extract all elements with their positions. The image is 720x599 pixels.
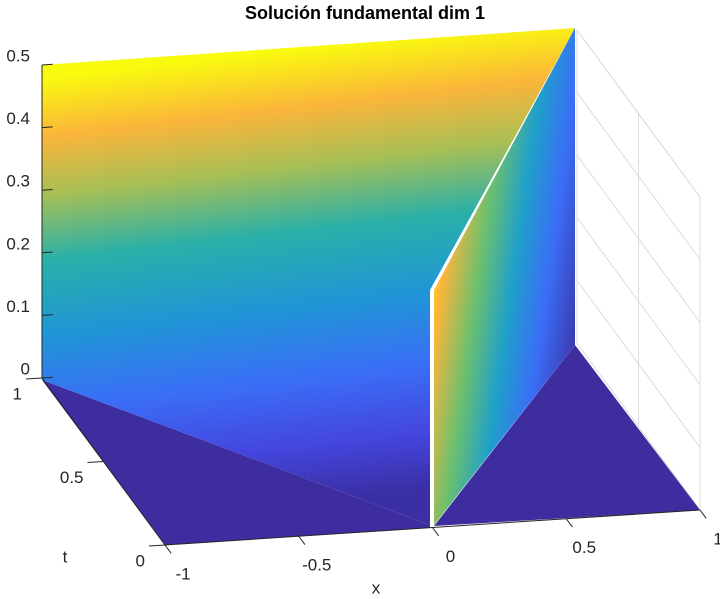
y-axis-label: t xyxy=(63,547,68,566)
x-tick-label: 0.5 xyxy=(572,538,596,557)
z-tick xyxy=(41,126,53,129)
z-tick xyxy=(41,376,53,379)
surface-face xyxy=(434,28,575,525)
y-tick-label: 0 xyxy=(136,551,145,570)
surface-floor xyxy=(42,380,430,545)
x-tick xyxy=(164,544,172,554)
y-tick-label: 1 xyxy=(13,384,22,403)
z-tick-label: 0.3 xyxy=(6,172,30,191)
chart-title: Solución fundamental dim 1 xyxy=(245,3,485,23)
y-tick xyxy=(87,461,104,464)
surface-floor xyxy=(434,345,700,526)
y-tick xyxy=(25,377,43,380)
axes: -1 -0.5 0 0.5 1 0 0.5 1 0 0.1 0.2 0.3 0.4 0.5 xyxy=(6,46,720,583)
z-tick-label: 0.5 xyxy=(6,46,30,65)
x-tick xyxy=(699,509,707,519)
z-tick xyxy=(41,63,53,66)
y-tick xyxy=(148,544,166,547)
x-tick-label: 1 xyxy=(713,529,720,548)
x-tick-label: -0.5 xyxy=(302,556,331,575)
x-tick xyxy=(298,535,306,545)
x-tick xyxy=(432,527,440,537)
z-tick xyxy=(41,314,53,316)
z-tick-label: 0.1 xyxy=(6,297,30,316)
x-tick-label: 0 xyxy=(446,547,455,566)
x-tick xyxy=(565,518,573,528)
z-tick xyxy=(41,251,53,254)
z-tick-label: 0 xyxy=(21,359,30,378)
z-tick xyxy=(41,189,53,191)
z-tick-label: 0.4 xyxy=(6,109,30,128)
y-tick-label: 0.5 xyxy=(60,468,84,487)
x-axis-label: x xyxy=(372,578,381,597)
surface-face xyxy=(42,28,575,525)
x-tick-label: -1 xyxy=(175,564,190,583)
grid xyxy=(576,29,701,511)
z-tick-label: 0.2 xyxy=(6,234,30,253)
